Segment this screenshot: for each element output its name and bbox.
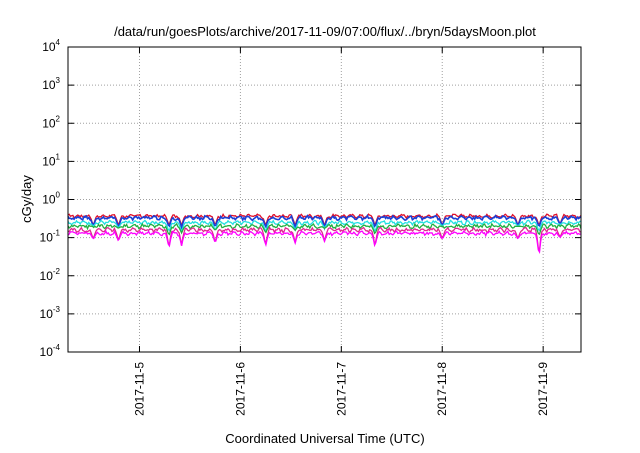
y-tick-label: 102 xyxy=(42,114,60,130)
series-line xyxy=(67,225,581,253)
grid xyxy=(68,47,581,352)
y-tick-label: 103 xyxy=(42,76,60,92)
y-tick-label: 10-2 xyxy=(40,267,61,283)
y-tick-label: 104 xyxy=(42,38,60,54)
plot-frame xyxy=(67,46,582,353)
x-tick-label: 2017-11-9 xyxy=(536,362,550,416)
y-tick-label: 101 xyxy=(42,152,60,168)
x-tick-label: 2017-11-6 xyxy=(233,362,247,416)
x-tick-label: 2017-11-7 xyxy=(334,362,348,416)
y-tick-label: 10-1 xyxy=(40,229,61,245)
series-line xyxy=(67,222,582,236)
x-tick-label: 2017-11-8 xyxy=(435,362,449,416)
series-line xyxy=(67,229,582,255)
y-axis-title: cGy/day xyxy=(19,175,34,223)
axis-ticks: 10-4 10-3 10-2 10-1 100 101 102 103 104 2017-11-5… xyxy=(40,38,581,416)
y-tick-label: 100 xyxy=(42,191,60,207)
y-tick-label: 10-3 xyxy=(40,305,61,321)
x-axis-title: Coordinated Universal Time (UTC) xyxy=(225,431,424,446)
x-tick-label: 2017-11-5 xyxy=(132,362,146,416)
chart-title: /data/run/goesPlots/archive/2017-11-09/0… xyxy=(114,24,536,39)
series-group xyxy=(67,212,582,255)
y-tick-label: 10-4 xyxy=(40,343,61,359)
